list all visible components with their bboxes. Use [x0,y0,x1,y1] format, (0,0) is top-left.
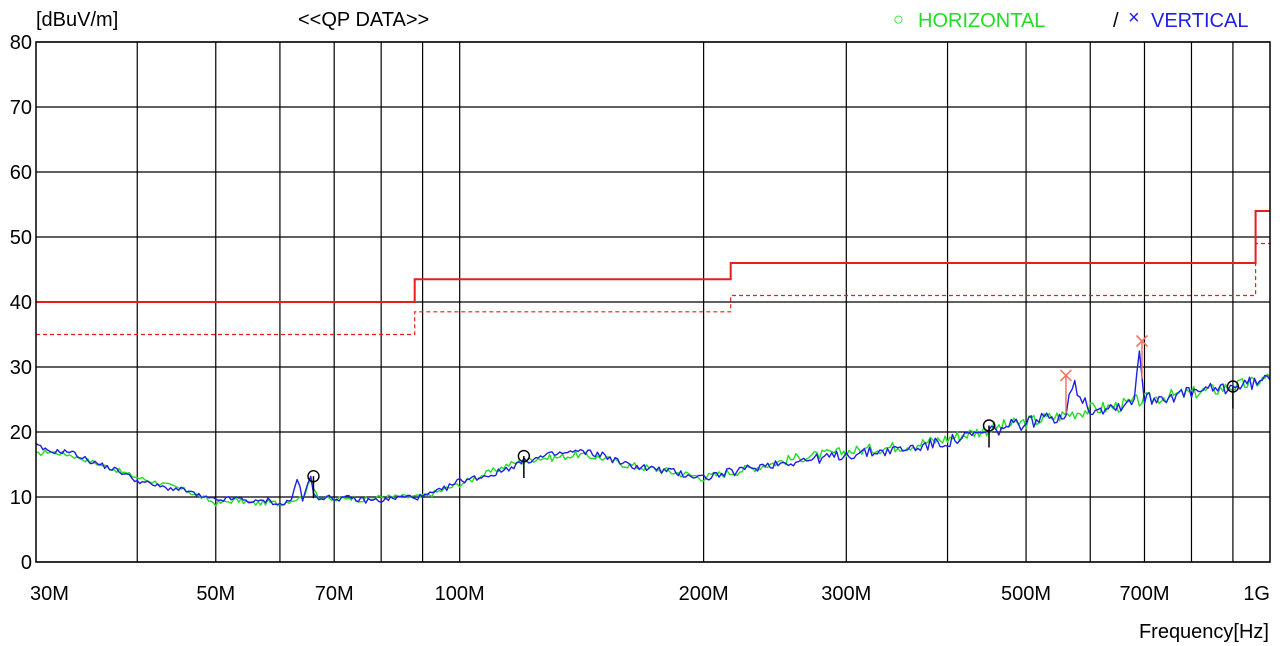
limit-line-margin [36,242,1270,336]
y-tick-label: 40 [10,292,32,314]
legend-separator: / [1113,10,1119,32]
x-axis-label: Frequency[Hz] [1139,621,1269,643]
x-tick-label: 700M [1119,583,1169,605]
marker-circle [307,470,320,483]
x-tick-label: 100M [435,583,485,605]
x-tick-label: 50M [196,583,235,605]
series-vertical [35,350,1271,506]
x-tick-label: 300M [821,583,871,605]
data-series [35,350,1271,507]
y-tick-label: 0 [21,552,32,574]
y-tick-label: 20 [10,422,32,444]
marker-circle [1226,380,1240,393]
y-tick-label: 30 [10,357,32,379]
marker-cross [1059,369,1073,382]
x-tick-label: 70M [315,583,354,605]
limit-lines [36,210,1270,336]
y-unit-label: [dBuV/m] [36,9,118,31]
axes: 0 10 20 30 40 50 60 70 80 30M 50M 70M 100M 200M 300M 50… [10,32,1271,605]
legend-horizontal-label: HORIZONTAL [918,10,1045,32]
y-tick-label: 60 [10,162,32,184]
y-tick-label: 50 [10,227,32,249]
x-tick-label: 1G [1243,583,1270,605]
mode-label: <<QP DATA>> [298,9,429,31]
limit-line-limit [36,210,1270,303]
x-tick-label: 500M [1001,583,1051,605]
x-tick-label: 200M [679,583,729,605]
legend: ○ HORIZONTAL / × VERTICAL [893,7,1248,32]
marker-cross [1135,334,1149,348]
plot-frame [35,41,1271,563]
x-tick-label: 30M [30,583,69,605]
y-tick-label: 10 [10,487,32,509]
y-tick-label: 70 [10,97,32,119]
y-tick-label: 80 [10,32,32,54]
peak-markers [307,334,1240,499]
marker-circle [982,419,996,432]
legend-vertical-label: VERTICAL [1151,10,1248,32]
legend-vertical-symbol: × [1128,7,1140,29]
series-horizontal [35,373,1271,507]
marker-circle [517,449,531,463]
legend-horizontal-symbol: ○ [893,9,904,29]
